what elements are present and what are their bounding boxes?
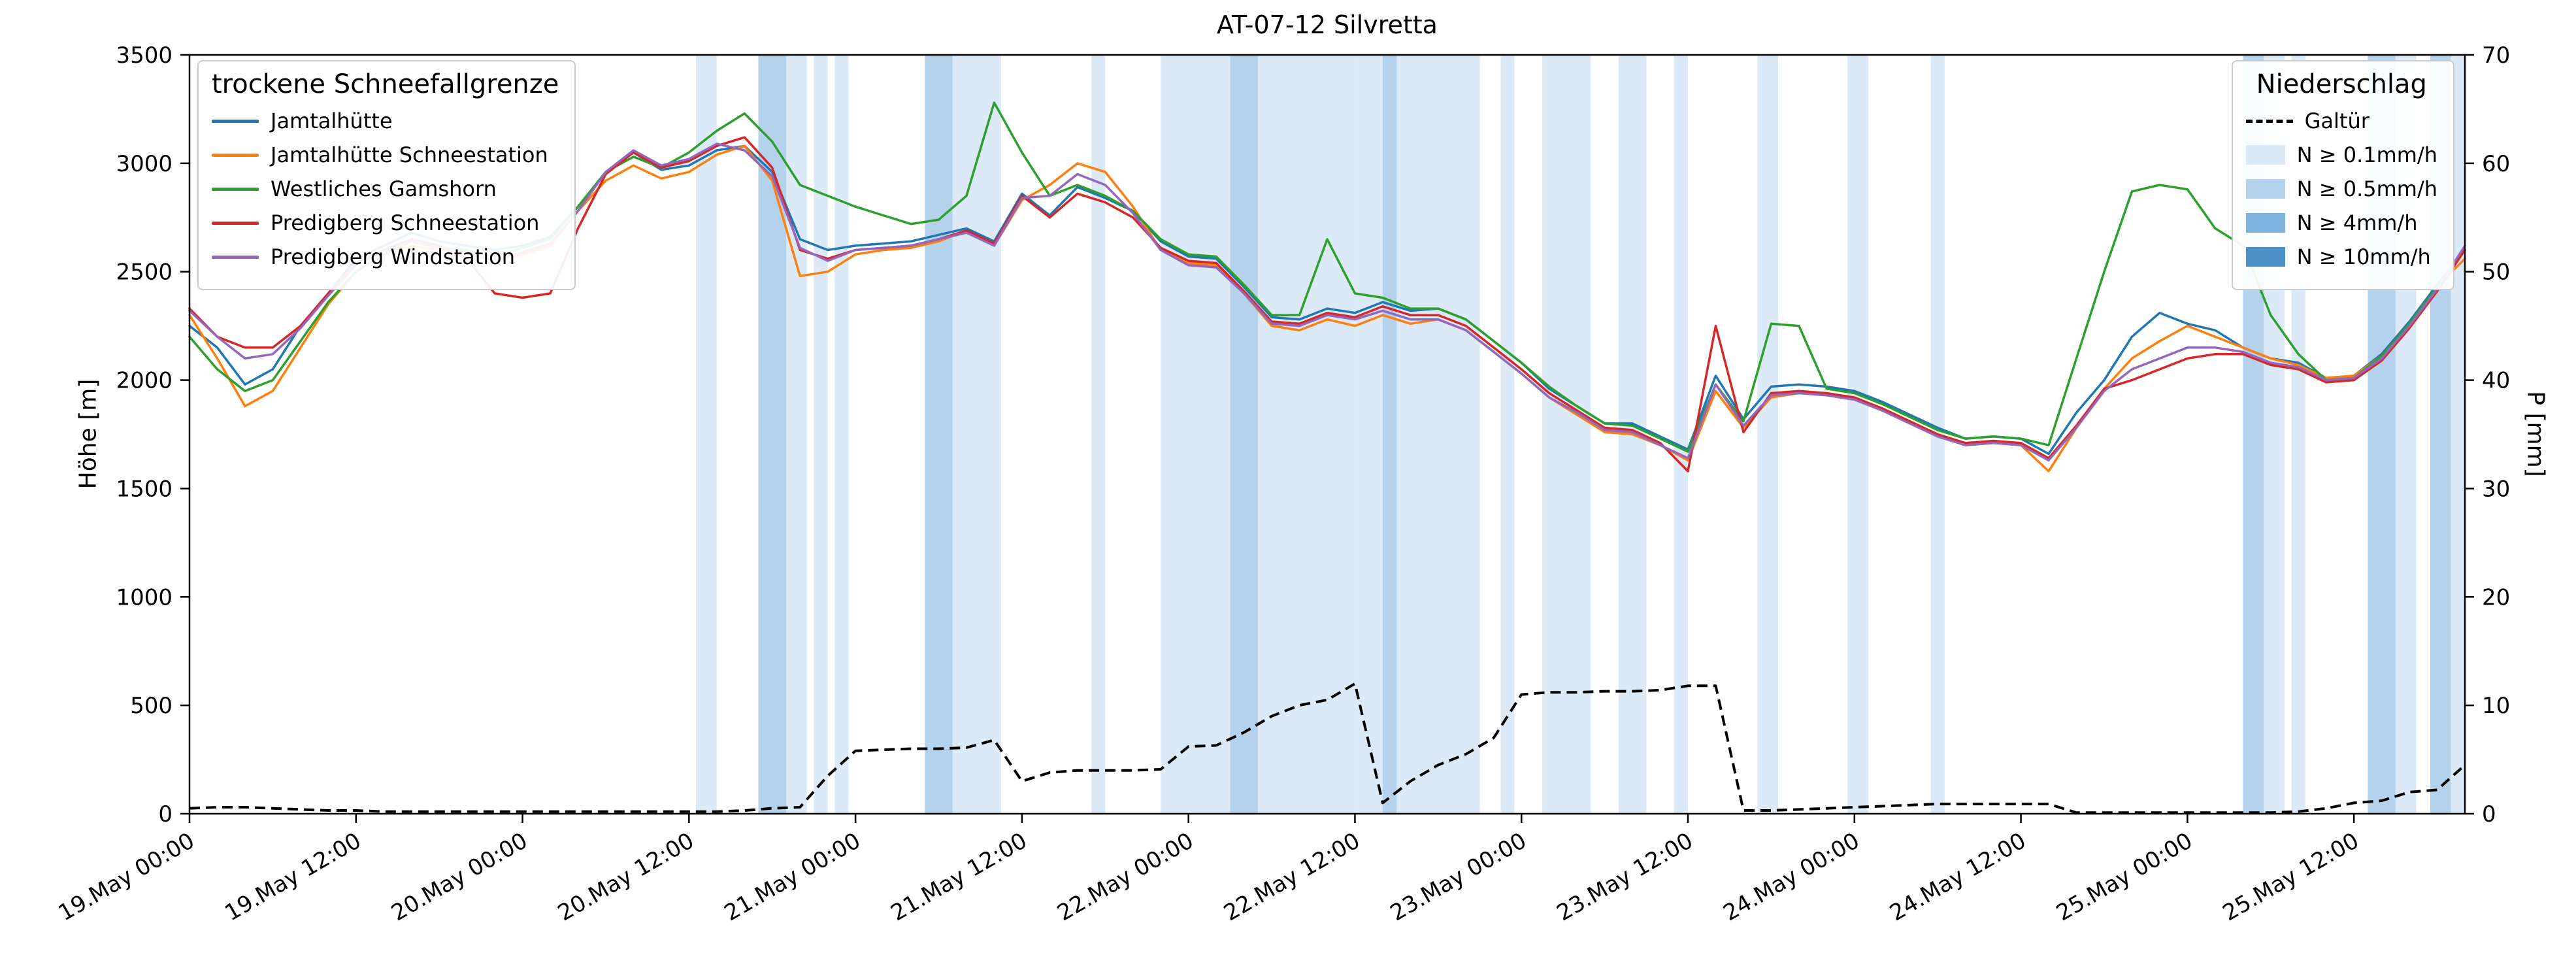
- legend-entry: Jamtalhütte: [212, 108, 559, 133]
- y-tick-label-right: 50: [2482, 259, 2510, 286]
- y-tick-label-left: 3500: [116, 42, 173, 69]
- x-tick-label: 21.May 00:00: [720, 827, 865, 926]
- legend-line-swatch: [212, 187, 259, 191]
- legend-entry: Galtür: [2245, 108, 2437, 133]
- legend-entry-label: Galtür: [2304, 108, 2370, 133]
- precip-band: [2451, 55, 2465, 814]
- y-tick-label-right: 60: [2482, 151, 2510, 177]
- legend-entry-label: Predigberg Windstation: [271, 244, 516, 269]
- legend-snowline-entries: Jamtalhütte Jamtalhütte Schneestation West…: [212, 108, 559, 269]
- legend-entry: N ≥ 4mm/h: [2245, 210, 2437, 235]
- y-axis-label-right: P [mm]: [2522, 391, 2549, 477]
- y-tick-label-right: 30: [2482, 476, 2510, 502]
- precip-band: [1382, 55, 1397, 814]
- y-tick-label-left: 500: [130, 693, 173, 719]
- legend-entry-label: N ≥ 10mm/h: [2296, 244, 2431, 269]
- precip-band: [814, 55, 828, 814]
- legend-line-swatch: [212, 255, 259, 259]
- y-tick-label-left: 1500: [116, 476, 173, 502]
- x-tick-label: 21.May 12:00: [886, 827, 1031, 926]
- precip-band: [1355, 55, 1480, 814]
- legend-dashed-swatch: [2245, 119, 2293, 123]
- legend-entry: N ≥ 0.1mm/h: [2245, 142, 2437, 167]
- precip-band: [1674, 55, 1688, 814]
- legend-entry-label: Jamtalhütte: [271, 108, 393, 133]
- legend-entry-label: N ≥ 4mm/h: [2296, 210, 2418, 235]
- precip-band: [696, 55, 717, 814]
- y-tick-label-right: 70: [2482, 42, 2510, 69]
- y-tick-label-left: 2500: [116, 259, 173, 286]
- x-tick-label: 23.May 12:00: [1553, 827, 1698, 926]
- x-tick-label: 25.May 00:00: [2052, 827, 2197, 926]
- precip-band: [834, 55, 849, 814]
- precip-band: [1542, 55, 1591, 814]
- x-tick-label: 25.May 12:00: [2219, 827, 2364, 926]
- x-tick-label: 22.May 00:00: [1053, 827, 1198, 926]
- legend-precip-title: Niederschlag: [2256, 69, 2427, 99]
- precip-band: [925, 55, 953, 814]
- legend-entry: Predigberg Windstation: [212, 244, 559, 269]
- legend-entry: N ≥ 0.5mm/h: [2245, 176, 2437, 201]
- legend-patch-swatch: [2245, 213, 2285, 233]
- x-tick-label: 24.May 00:00: [1719, 827, 1864, 926]
- x-tick-label: 22.May 12:00: [1219, 827, 1364, 926]
- legend-entry-label: N ≥ 0.5mm/h: [2296, 176, 2437, 201]
- x-tick-label: 19.May 00:00: [54, 827, 199, 926]
- precip-band: [1847, 55, 1868, 814]
- plot-border: [188, 54, 2466, 815]
- y-tick-label-left: 0: [158, 801, 173, 827]
- y-tick-label-right: 40: [2482, 368, 2510, 394]
- x-tick-label: 19.May 12:00: [220, 827, 365, 926]
- y-axis-label-left: Höhe [m]: [74, 378, 102, 490]
- legend-line-swatch: [212, 119, 259, 123]
- precip-band: [952, 55, 1001, 814]
- y-tick-label-right: 10: [2482, 693, 2510, 719]
- y-tick-label-right: 20: [2482, 584, 2510, 610]
- legend-precip-entries: Galtür N ≥ 0.1mm/h N ≥ 0.5mm/h N ≥ 4mm/h N ≥…: [2245, 108, 2437, 269]
- precip-band: [1230, 55, 1258, 814]
- legend-entry: Westliches Gamshorn: [212, 176, 559, 201]
- legend-line-swatch: [212, 153, 259, 157]
- legend-entry-label: Westliches Gamshorn: [271, 176, 497, 201]
- legend-entry: N ≥ 10mm/h: [2245, 244, 2437, 269]
- legend-entry-label: N ≥ 0.1mm/h: [2296, 142, 2437, 167]
- legend-patch-swatch: [2245, 179, 2285, 199]
- precip-band: [1500, 55, 1515, 814]
- legend-precip: Niederschlag Galtür N ≥ 0.1mm/h N ≥ 0.5mm/…: [2231, 60, 2454, 290]
- precip-band: [1091, 55, 1106, 814]
- legend-patch-swatch: [2245, 145, 2285, 165]
- x-tick-label: 24.May 12:00: [1885, 827, 2030, 926]
- legend-entry-label: Jamtalhütte Schneestation: [271, 142, 548, 167]
- y-tick-label-left: 3000: [116, 151, 173, 177]
- legend-entry: Predigberg Schneestation: [212, 210, 559, 235]
- x-tick-label: 20.May 12:00: [553, 827, 699, 926]
- legend-snowline-title: trockene Schneefallgrenze: [212, 69, 559, 99]
- y-tick-label-left: 1000: [116, 584, 173, 610]
- precip-line-galtuer: [189, 682, 2466, 814]
- legend-snowline: trockene Schneefallgrenze Jamtalhütte Jam…: [197, 60, 576, 290]
- x-tick-label: 23.May 00:00: [1386, 827, 1531, 926]
- legend-entry-label: Predigberg Schneestation: [271, 210, 540, 235]
- legend-entry: Jamtalhütte Schneestation: [212, 142, 559, 167]
- precip-band: [1757, 55, 1778, 814]
- legend-patch-swatch: [2245, 247, 2285, 267]
- chart-title: AT-07-12 Silvretta: [1217, 10, 1438, 39]
- x-tick-label: 20.May 00:00: [387, 827, 532, 926]
- y-tick-label-left: 2000: [116, 368, 173, 394]
- legend-line-swatch: [212, 221, 259, 225]
- y-tick-label-right: 0: [2482, 801, 2496, 827]
